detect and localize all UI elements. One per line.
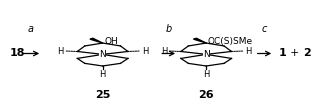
Text: OH: OH — [105, 37, 119, 46]
Polygon shape — [90, 38, 103, 43]
Text: 2: 2 — [303, 48, 310, 59]
Polygon shape — [193, 38, 206, 43]
Text: H: H — [203, 70, 209, 79]
Text: +: + — [290, 48, 299, 59]
Text: b: b — [165, 25, 172, 34]
Text: N: N — [99, 50, 106, 59]
Text: 18: 18 — [10, 48, 25, 59]
Text: H: H — [57, 47, 64, 56]
Text: H: H — [99, 70, 106, 79]
Text: OC(S)SMe: OC(S)SMe — [208, 37, 253, 46]
Text: N: N — [203, 50, 210, 59]
Text: 26: 26 — [198, 90, 214, 100]
Text: H: H — [142, 47, 148, 56]
Text: a: a — [28, 25, 34, 34]
Text: 25: 25 — [95, 90, 110, 100]
Text: 1: 1 — [279, 48, 287, 59]
Text: H: H — [245, 47, 252, 56]
Text: H: H — [161, 47, 167, 56]
Text: c: c — [261, 25, 267, 34]
